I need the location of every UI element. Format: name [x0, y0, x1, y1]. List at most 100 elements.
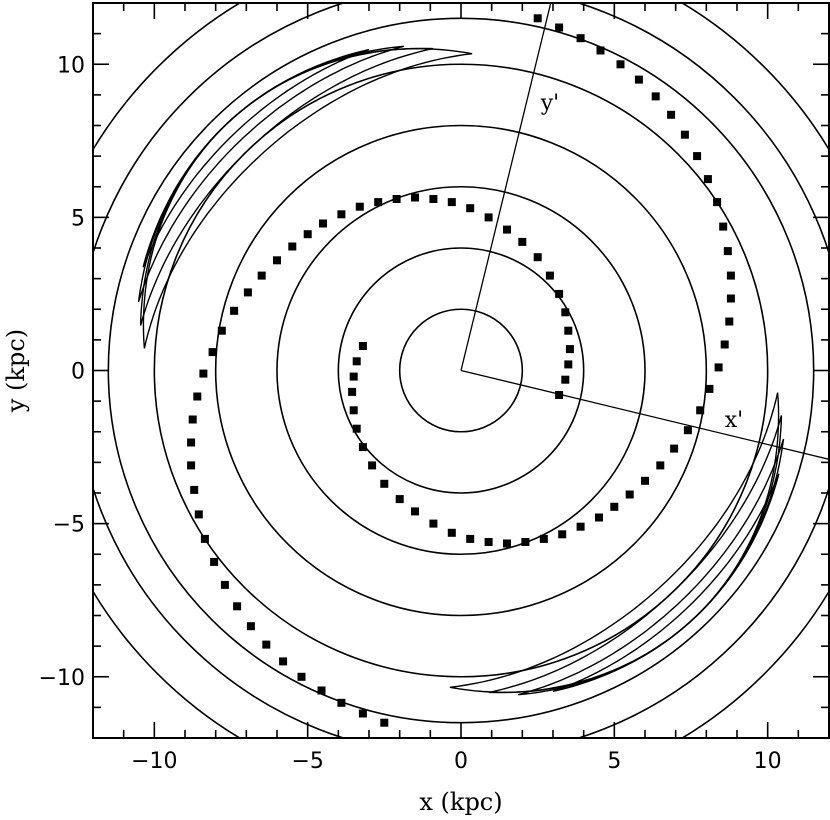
x-tick-label: 0 [454, 749, 468, 774]
arm-point [518, 237, 527, 246]
arm-point [595, 513, 603, 522]
arm-point [705, 384, 714, 393]
arm-point [243, 288, 252, 297]
axis-ticks: −10 −5 0 5 10 −10 −5 0 5 10 [39, 2, 830, 774]
arm-point [447, 528, 456, 537]
contour-circle [337, 247, 585, 494]
arm-point [188, 415, 197, 424]
arm-point [521, 538, 530, 546]
contour-circle [93, 3, 829, 738]
arm-point [230, 306, 239, 315]
rotated-y-axis-line [460, 3, 552, 371]
arm-point [466, 204, 475, 213]
arm-point [466, 534, 475, 543]
arm-point [337, 698, 346, 707]
arm-point [217, 326, 226, 335]
arm-point [358, 443, 367, 452]
arm-point [380, 479, 389, 488]
arm-point [380, 718, 389, 727]
arm-point [641, 476, 649, 485]
x-prime-label: x' [725, 408, 743, 433]
arm-point [348, 387, 357, 396]
arm-point [187, 461, 196, 470]
arm-point [220, 580, 229, 589]
arm-point [576, 522, 585, 531]
arm-point [713, 198, 722, 207]
arm-point [683, 426, 692, 435]
arm-point [392, 195, 401, 203]
arm-point [596, 46, 605, 55]
arm-point [411, 193, 419, 202]
arm-point [726, 294, 735, 303]
arm-point [395, 495, 404, 504]
arm-point [199, 369, 208, 378]
arm-point [368, 461, 377, 470]
contour-banana [449, 392, 780, 693]
arm-point [349, 372, 358, 381]
spiral-arm-markers [187, 14, 735, 727]
arm-point [555, 391, 564, 399]
arm-point [723, 247, 732, 256]
x-tick-label: 10 [754, 749, 782, 774]
arm-point [208, 348, 217, 357]
x-tick-label: −5 [291, 749, 323, 774]
arm-point [352, 357, 361, 366]
contour-circle [214, 124, 708, 617]
arm-point [656, 461, 665, 470]
contour-banana [489, 415, 783, 694]
arm-point [503, 225, 511, 234]
contour-circle [398, 308, 524, 433]
arm-point [246, 622, 255, 631]
arm-point [447, 198, 456, 207]
arm-point [634, 75, 643, 84]
contour-circle [153, 63, 769, 678]
x-tick-label: 5 [607, 749, 621, 774]
arm-point [576, 34, 585, 43]
arm-point [726, 271, 735, 280]
arm-point [273, 256, 281, 265]
arm-point [319, 219, 327, 228]
arm-point [352, 424, 361, 433]
arm-point [696, 406, 705, 415]
x-axis-label: x (kpc) [419, 788, 502, 816]
arm-point [555, 23, 564, 32]
arm-point [625, 490, 634, 499]
arm-point [262, 640, 271, 649]
arm-point [564, 360, 573, 369]
arm-point [411, 507, 419, 516]
arm-point [558, 530, 567, 539]
arm-point [233, 602, 242, 611]
arm-point [355, 202, 364, 211]
arm-point [720, 340, 729, 349]
arm-point [303, 230, 312, 239]
arm-point [561, 375, 570, 384]
arm-point [703, 175, 712, 184]
arm-point [503, 539, 511, 548]
y-prime-label: y' [540, 91, 559, 116]
contour-circle [276, 185, 646, 556]
rotated-x-axis-line [460, 369, 829, 460]
arm-point [565, 345, 574, 354]
arm-point [279, 657, 288, 666]
contour-banana [142, 48, 473, 349]
arm-point [680, 130, 689, 139]
arm-point [288, 242, 297, 251]
arm-point [616, 60, 625, 69]
arm-point [651, 92, 660, 101]
contour-banana [139, 47, 433, 326]
arm-point [297, 672, 306, 681]
arm-point [693, 152, 702, 161]
y-tick-label: 5 [71, 206, 85, 231]
arm-point [194, 510, 203, 519]
arm-point [533, 253, 542, 262]
arm-point [210, 557, 219, 566]
arm-point [429, 195, 438, 203]
arm-point [610, 502, 619, 511]
arm-point [564, 326, 573, 335]
contour-circle [93, 3, 829, 738]
arm-point [193, 392, 202, 401]
arm-point [429, 519, 438, 528]
arm-point [337, 210, 346, 219]
contour-circle [107, 17, 815, 724]
